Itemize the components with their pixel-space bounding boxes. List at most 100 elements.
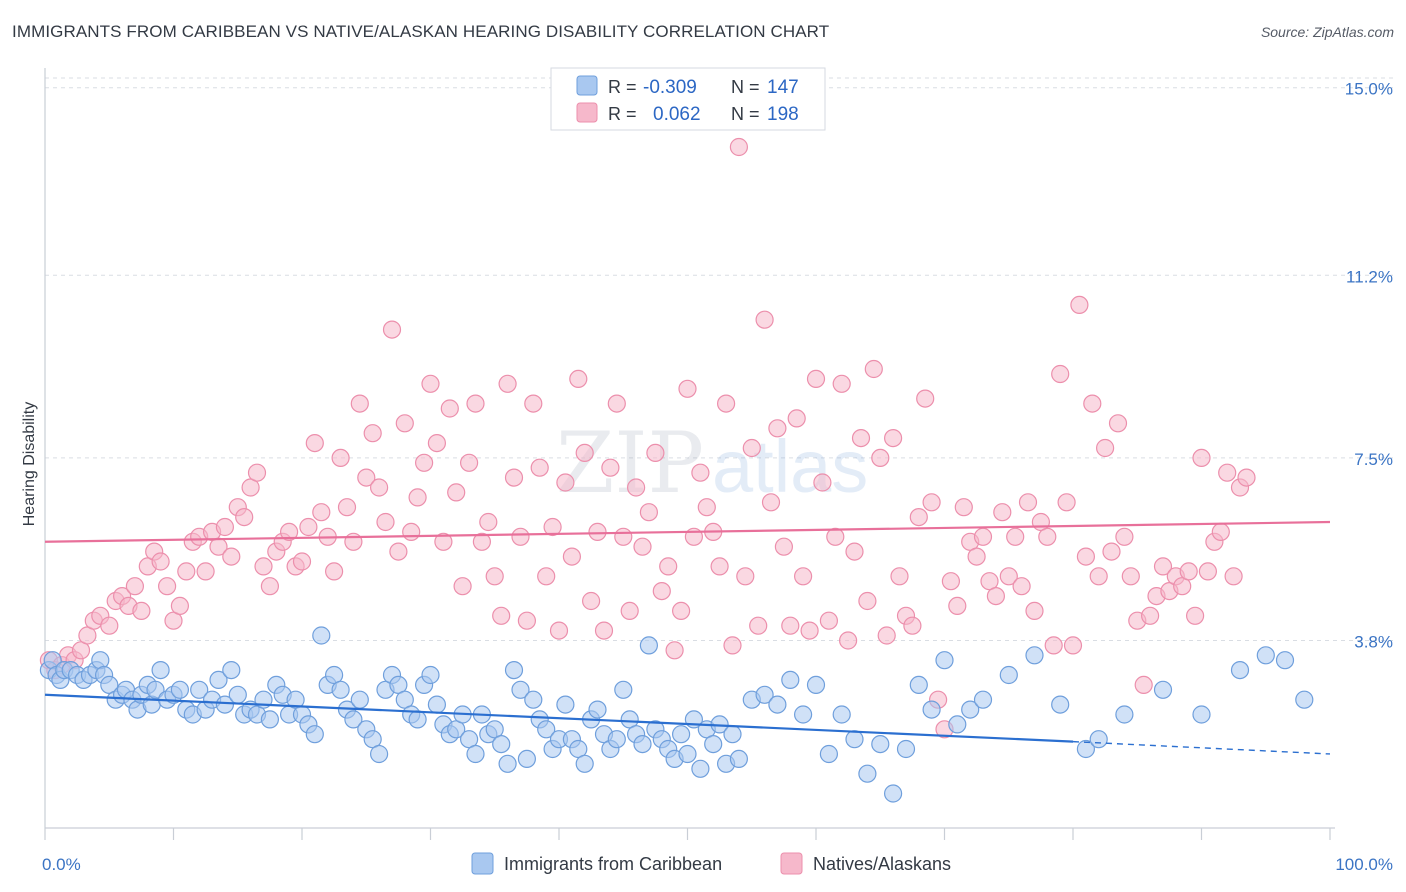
legend-r-label-2: R = [608, 104, 637, 124]
data-point [1153, 557, 1173, 576]
data-point [768, 695, 787, 714]
data-point [961, 700, 980, 719]
data-point [427, 695, 446, 714]
data-point [755, 685, 774, 704]
data-point [787, 409, 806, 428]
data-point [408, 710, 427, 729]
data-point [1115, 705, 1134, 724]
data-point [716, 394, 736, 413]
data-point [954, 498, 973, 517]
data-point [325, 562, 344, 581]
data-point [370, 744, 389, 764]
data-point [1089, 567, 1108, 586]
data-point [549, 621, 569, 640]
legend-r-label-1: R = [608, 77, 637, 97]
data-point [440, 399, 459, 418]
data-point [736, 567, 755, 586]
data-point [1051, 695, 1070, 714]
data-point [800, 621, 819, 640]
data-point [524, 394, 543, 413]
y-tick-label: 7.5% [1354, 450, 1393, 469]
data-point [575, 754, 594, 773]
data-point [1038, 527, 1057, 546]
y-axis-label: Hearing Disability [21, 402, 38, 527]
data-point [1179, 562, 1198, 581]
data-point [903, 616, 922, 635]
data-point [479, 512, 498, 532]
data-point [1025, 601, 1044, 621]
data-point [357, 468, 376, 487]
x-tick-label-min: 0.0% [42, 855, 81, 874]
data-point [646, 443, 665, 462]
data-point [691, 463, 710, 482]
data-point [871, 734, 890, 754]
data-point [838, 631, 858, 650]
chart-source: Source: ZipAtlas.com [1260, 24, 1394, 40]
data-point [132, 601, 151, 621]
data-point [729, 137, 749, 157]
data-point [382, 320, 402, 339]
data-point [556, 473, 575, 492]
data-point [607, 730, 626, 749]
data-point [845, 730, 864, 749]
trend-line-caribbean-extension [1072, 740, 1331, 755]
data-point [1134, 675, 1153, 695]
data-point [678, 744, 697, 764]
data-point [344, 710, 363, 729]
data-point [466, 394, 485, 413]
data-point [594, 621, 614, 640]
data-point [337, 498, 357, 517]
data-point [832, 705, 851, 724]
legend-n-value-2: 198 [767, 104, 799, 125]
legend-bottom-swatch-caribbean [471, 852, 494, 875]
data-point [601, 458, 620, 477]
data-point [196, 562, 215, 581]
data-point [1012, 577, 1031, 596]
gridlines [45, 77, 1395, 641]
data-point [1095, 438, 1115, 458]
trend-line-caribbean [44, 693, 1074, 743]
data-point [485, 567, 504, 586]
data-point [697, 498, 716, 517]
data-point [260, 710, 279, 729]
data-point [427, 434, 446, 453]
data-point [1192, 448, 1211, 467]
data-point [170, 680, 189, 699]
data-point [1076, 739, 1096, 759]
data-point [916, 389, 935, 408]
data-point [190, 680, 209, 699]
legend-n-label-2: N = [731, 104, 760, 124]
data-point [774, 537, 794, 556]
data-point [710, 557, 729, 576]
data-point [158, 577, 177, 596]
data-point [999, 567, 1018, 586]
data-point [305, 725, 324, 744]
data-point [247, 463, 267, 482]
legend-bottom: Immigrants from Caribbean Natives/Alaska… [471, 852, 951, 875]
data-point [935, 651, 954, 670]
data-point [492, 606, 511, 625]
data-point [460, 453, 479, 472]
data-point [524, 690, 543, 709]
data-point [331, 448, 350, 467]
data-point [845, 542, 864, 561]
data-point [312, 626, 331, 645]
data-point [1089, 730, 1108, 749]
data-point [466, 744, 485, 764]
data-point [581, 591, 601, 611]
data-point [806, 369, 826, 388]
data-point [819, 744, 839, 764]
data-point [864, 359, 883, 379]
data-point [633, 537, 652, 556]
data-point [813, 473, 832, 492]
data-point [922, 700, 941, 719]
data-point [877, 626, 896, 645]
data-point [305, 434, 324, 453]
data-point [376, 512, 395, 532]
data-point [562, 547, 582, 566]
data-point [858, 764, 877, 783]
data-point [1185, 606, 1205, 625]
data-point [1224, 567, 1243, 586]
legend-r-value-1: -0.309 [643, 77, 697, 98]
